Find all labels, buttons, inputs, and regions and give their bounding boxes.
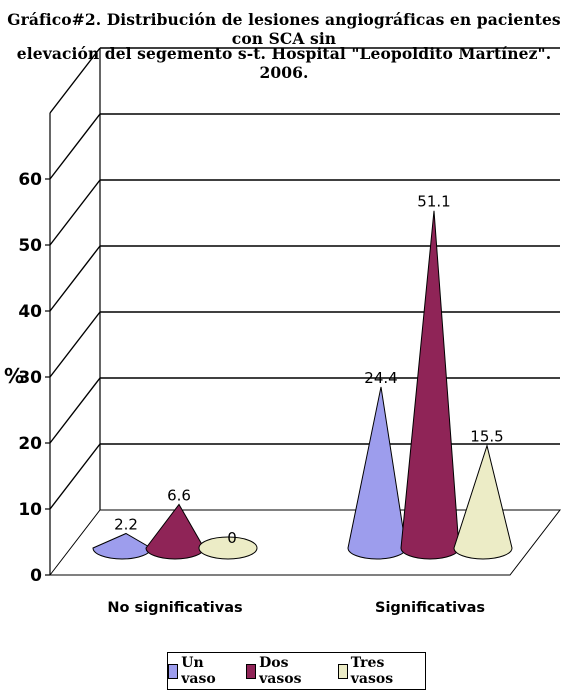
gridline-diagonal xyxy=(49,47,101,114)
chart-title-line-2: elevación del segemento s-t. Hospital "L… xyxy=(16,44,552,82)
data-label: 15.5 xyxy=(470,428,503,446)
y-tick-label: 30 xyxy=(18,368,42,388)
data-label: 24.4 xyxy=(364,369,397,387)
legend-item: Un vaso xyxy=(168,655,238,687)
y-tick-label: 40 xyxy=(18,302,42,322)
data-label: 6.6 xyxy=(167,486,191,504)
legend: Un vaso Dos vasos Tres vasos xyxy=(167,652,426,690)
chart-title-line-1: Gráfico#2. Distribución de lesiones angi… xyxy=(7,10,561,48)
cone-dos-vasos xyxy=(400,210,460,560)
y-tick-label: 50 xyxy=(18,236,42,256)
cone-un-vaso xyxy=(347,386,407,560)
y-tick-label: 0 xyxy=(30,566,42,586)
data-labels: 2.2 6.6 0 24.4 51.1 15.5 xyxy=(114,193,504,547)
y-tick-label: 60 xyxy=(18,170,42,190)
gridline-diagonal xyxy=(49,113,101,180)
legend-swatch xyxy=(168,663,179,679)
y-axis-label: % xyxy=(4,364,24,388)
legend-label: Tres vasos xyxy=(350,655,394,687)
x-category-label: No significativas xyxy=(107,600,242,616)
legend-label: Un vaso xyxy=(181,655,216,687)
gridline-diagonal xyxy=(49,443,101,510)
cone-tres-vasos xyxy=(198,536,258,560)
legend-item: Tres vasos xyxy=(337,655,426,687)
y-axis: 0 10 20 30 40 50 60 xyxy=(18,170,50,586)
legend-item: Dos vasos xyxy=(245,655,330,687)
legend-swatch xyxy=(245,663,257,679)
x-axis: No significativas Significativas xyxy=(107,600,485,616)
cones xyxy=(92,210,513,560)
y-tick-label: 10 xyxy=(18,500,42,520)
y-tick-label: 20 xyxy=(18,434,42,454)
cone-tres-vasos xyxy=(453,443,513,560)
legend-label: Dos vasos xyxy=(259,655,302,687)
legend-swatch xyxy=(337,663,348,679)
x-category-label: Significativas xyxy=(375,600,485,616)
data-label: 0 xyxy=(227,529,237,547)
gridlines xyxy=(49,47,560,510)
data-label: 2.2 xyxy=(114,515,138,533)
data-label: 51.1 xyxy=(417,193,450,211)
gridline-diagonal xyxy=(49,311,101,378)
gridline-diagonal xyxy=(49,245,101,312)
gridline-diagonal xyxy=(49,179,101,246)
gridline-diagonal xyxy=(49,377,101,444)
